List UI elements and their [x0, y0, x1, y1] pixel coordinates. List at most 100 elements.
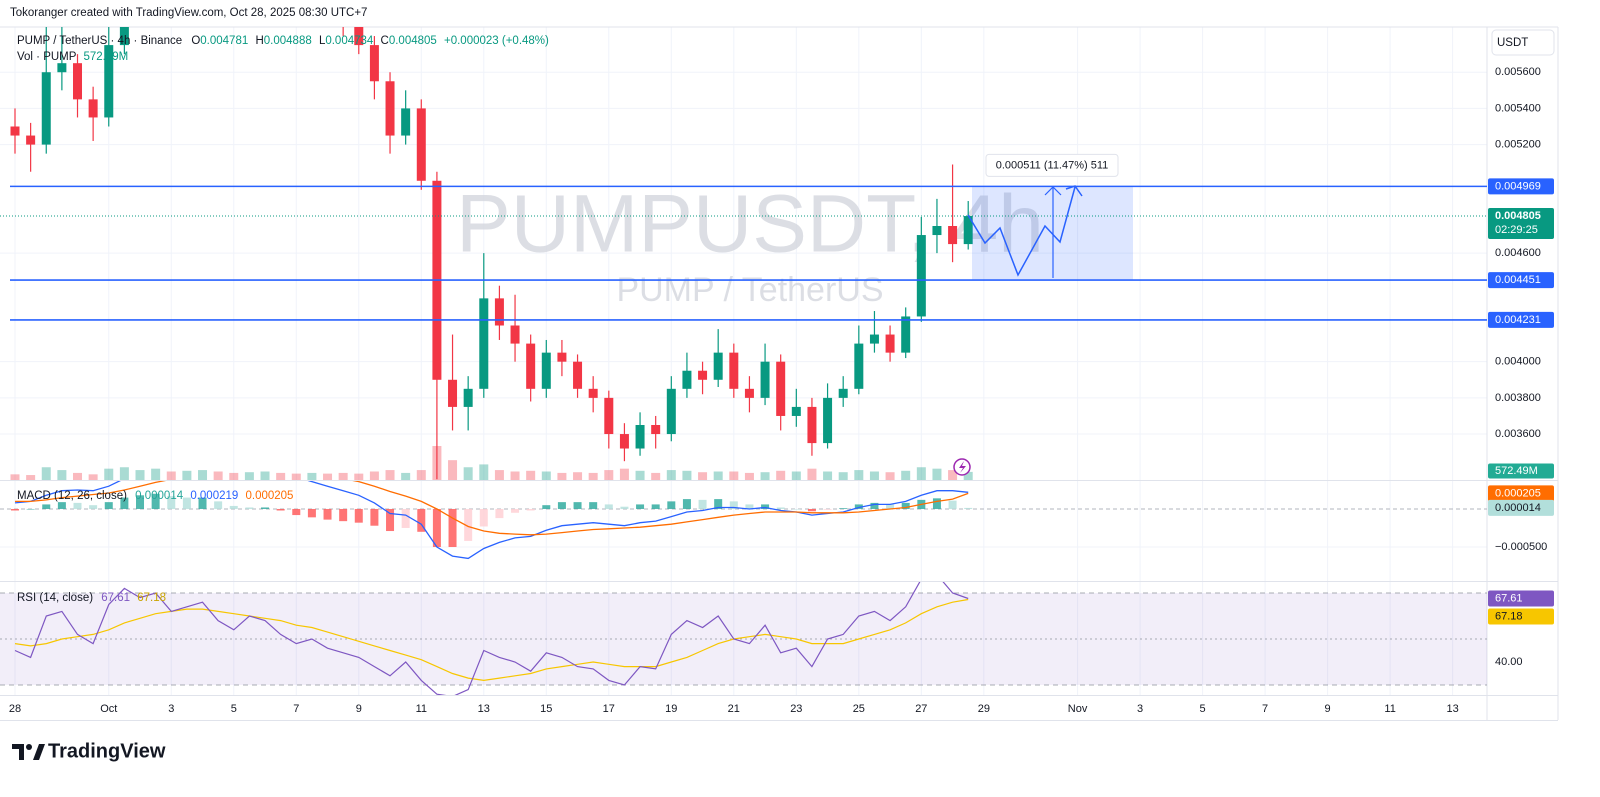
brand-logo [12, 744, 45, 760]
volume-bar [963, 471, 973, 480]
macd-histogram-bar [42, 504, 51, 509]
macd-histogram-bar [214, 501, 223, 509]
rsi-pane [0, 582, 1487, 695]
volume-bar [729, 471, 739, 480]
macd-histogram-bar [448, 508, 457, 547]
volume-bar [307, 472, 317, 480]
candle-body [510, 325, 520, 344]
axis-layer: 28 Oct 3 5 7 9 11 13 15 17 19 21 23 25 27 29 Nov 3 5 7 9 11 13… [9, 66, 1554, 715]
macd-histogram-bar [401, 508, 410, 528]
candle-body [932, 226, 942, 236]
logo-dot [26, 744, 32, 750]
macd-histogram-bar [573, 502, 582, 509]
macd-histogram-bar [89, 505, 98, 509]
currency-button[interactable] [1491, 29, 1555, 56]
projection-label: 0.000511 (11.47%) 511 [996, 159, 1109, 171]
candle-body [916, 235, 926, 317]
change: +0.000023 (+0.48%) [444, 35, 549, 47]
macd-histogram-bar [11, 508, 20, 511]
macd-histogram-bar [104, 502, 113, 509]
currency-label[interactable]: USDT [1497, 37, 1528, 49]
macd-histogram-bar [120, 497, 129, 509]
x-tick-label: 11 [1384, 703, 1395, 715]
candle-body [744, 388, 754, 398]
macd-histogram-bar [245, 507, 254, 509]
brand-name: TradingView [48, 740, 166, 762]
histogram-tag-bg [1488, 499, 1554, 516]
volume-bar [479, 464, 489, 480]
last-price-tag-bg [1488, 208, 1554, 240]
signal-tag: 0.000205 [1495, 487, 1541, 499]
candle-body [463, 388, 473, 407]
candle-body [885, 334, 895, 353]
level-tag-bg [1488, 272, 1554, 289]
candle-body [698, 370, 708, 380]
volume-bar [541, 471, 551, 480]
macd-histogram-bar [542, 505, 551, 509]
candle-body [948, 226, 958, 245]
volume-bar [666, 470, 676, 480]
ohlc-label: O [191, 35, 200, 47]
volume-bar [104, 468, 114, 480]
volume-bar [744, 472, 754, 480]
histogram-tag: 0.000014 [1495, 502, 1541, 514]
volume-bar [260, 471, 270, 480]
x-tick-label: 9 [356, 703, 362, 715]
volume-bar [619, 468, 629, 480]
volume-tag-bg [1488, 463, 1554, 479]
rsi-ma-tag-bg [1488, 608, 1554, 625]
volume-bar [760, 472, 770, 480]
macd-histogram-bar [307, 508, 316, 518]
projection-label-bg [985, 153, 1119, 177]
candle-body [104, 45, 114, 118]
macd-histogram-bar [620, 506, 629, 509]
volume-bar [463, 467, 473, 480]
candle-body [26, 135, 36, 145]
macd-histogram-bar [261, 507, 270, 509]
volume-bar [213, 471, 223, 480]
volume-bar [151, 468, 161, 480]
ohlc-label: H [255, 35, 263, 47]
volume-bar [557, 472, 567, 480]
y-tick-label: 0.005200 [1495, 138, 1541, 150]
projection [967, 185, 1083, 278]
volume-bar [369, 471, 379, 480]
candle-body [588, 388, 598, 398]
macd-histogram-bar [557, 502, 566, 509]
x-tick-label: 17 [603, 703, 615, 715]
volume-bar [713, 471, 723, 480]
y-tick-label: −0.000500 [1495, 541, 1547, 553]
macd-histogram-bar [823, 508, 832, 510]
volume-bar [57, 470, 67, 480]
x-tick-label: 5 [231, 703, 237, 715]
candle-body [41, 72, 51, 145]
x-tick-label: 21 [728, 703, 740, 715]
candle-body [541, 352, 551, 389]
macd-histogram-bar [839, 508, 848, 509]
macd-histogram-bar [948, 500, 957, 509]
macd-pane [0, 481, 1487, 560]
x-tick-label: 19 [665, 703, 677, 715]
projection-path [967, 186, 1076, 277]
rsi-line [14, 582, 969, 695]
volume-bar [698, 472, 708, 480]
x-tick-label: 9 [1325, 703, 1331, 715]
macd-histogram-bar [729, 501, 738, 509]
candle-body [713, 352, 723, 380]
candle-body [823, 397, 833, 444]
x-tick-label: 28 [9, 703, 21, 715]
volume-bar [198, 470, 208, 480]
volume-tag: 572.49M [1495, 465, 1538, 477]
x-tick-label: 13 [478, 703, 490, 715]
candle-body [10, 126, 20, 136]
volume-bar [807, 468, 817, 480]
y-tick-label: 0.004000 [1495, 356, 1541, 368]
candle-body [807, 406, 817, 444]
macd-histogram-bar [229, 505, 238, 509]
x-tick-label: 15 [540, 703, 552, 715]
volume-bar [135, 470, 145, 480]
macd-histogram-bar [464, 508, 473, 541]
macd-histogram-bar [682, 499, 691, 509]
candle-body [838, 388, 848, 398]
